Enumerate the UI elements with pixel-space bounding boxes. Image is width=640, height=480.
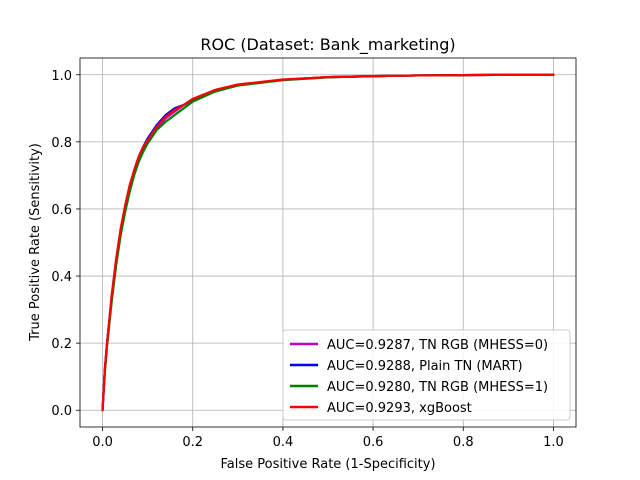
x-tick-label: 0.8 [453, 435, 474, 450]
x-tick-label: 0.0 [92, 435, 113, 450]
y-tick-label: 0.4 [51, 270, 72, 285]
x-axis-label: False Positive Rate (1-Specificity) [220, 457, 435, 472]
plot-frame [79, 57, 577, 428]
x-tick-label: 0.6 [363, 435, 384, 450]
y-tick-label: 0.8 [51, 136, 72, 151]
x-tick-label: 0.4 [273, 435, 294, 450]
series-line-4 [101, 73, 555, 412]
legend-label-4: AUC=0.9293, xgBoost [327, 401, 472, 416]
grid [80, 58, 576, 427]
legend-label-2: AUC=0.9288, Plain TN (MART) [327, 359, 523, 374]
x-tick-label: 1.0 [543, 435, 564, 450]
y-tick-label: 0.2 [51, 337, 72, 352]
x-tick-label: 0.2 [182, 435, 203, 450]
legend-box [282, 329, 571, 421]
y-axis-label: True Positive Rate (Sensitivity) [28, 143, 43, 342]
legend-label-1: AUC=0.9287, TN RGB (MHESS=0) [327, 338, 548, 353]
axis-ticks: 0.0 0.2 0.4 0.6 0.8 1.0 0.0 0.2 0.4 0.6 0.8 1.0 [51, 69, 563, 450]
y-tick-label: 1.0 [51, 69, 72, 84]
y-tick-label: 0.6 [51, 203, 72, 218]
legend: AUC=0.9287, TN RGB (MHESS=0) AUC=0.9288, … [282, 329, 571, 421]
legend-label-3: AUC=0.9280, TN RGB (MHESS=1) [327, 380, 548, 395]
y-tick-label: 0.0 [51, 404, 72, 419]
series-lines [101, 73, 555, 412]
chart-title: ROC (Dataset: Bank_marketing) [200, 35, 455, 55]
